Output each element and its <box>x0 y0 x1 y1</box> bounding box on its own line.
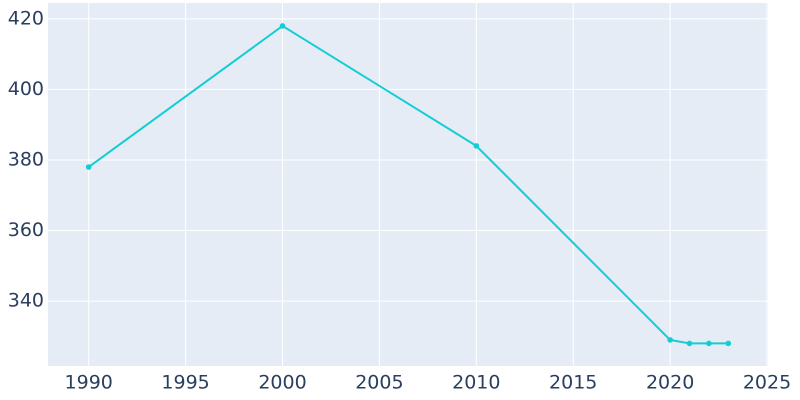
y-tick-label: 340 <box>8 290 44 312</box>
point <box>279 23 286 29</box>
x-tick-label: 2020 <box>646 372 694 394</box>
x-tick-label: 2010 <box>452 372 500 394</box>
point <box>473 143 480 149</box>
x-tick-label: 2015 <box>549 372 597 394</box>
y-tick-label: 360 <box>8 219 44 241</box>
point <box>706 340 712 347</box>
point <box>85 164 92 170</box>
y-tick-label: 420 <box>8 7 44 29</box>
x-tick-label: 1990 <box>65 372 113 394</box>
x-tick-label: 2000 <box>258 372 306 394</box>
point <box>667 337 673 343</box>
y-tick-label: 400 <box>8 78 44 100</box>
point <box>686 340 693 347</box>
x-tick-label: 1995 <box>161 372 209 394</box>
plot-area <box>48 3 768 366</box>
point <box>725 340 732 347</box>
y-tick-label: 380 <box>8 148 44 170</box>
x-tick-label: 2025 <box>743 372 791 394</box>
x-tick-label: 2005 <box>355 372 403 394</box>
